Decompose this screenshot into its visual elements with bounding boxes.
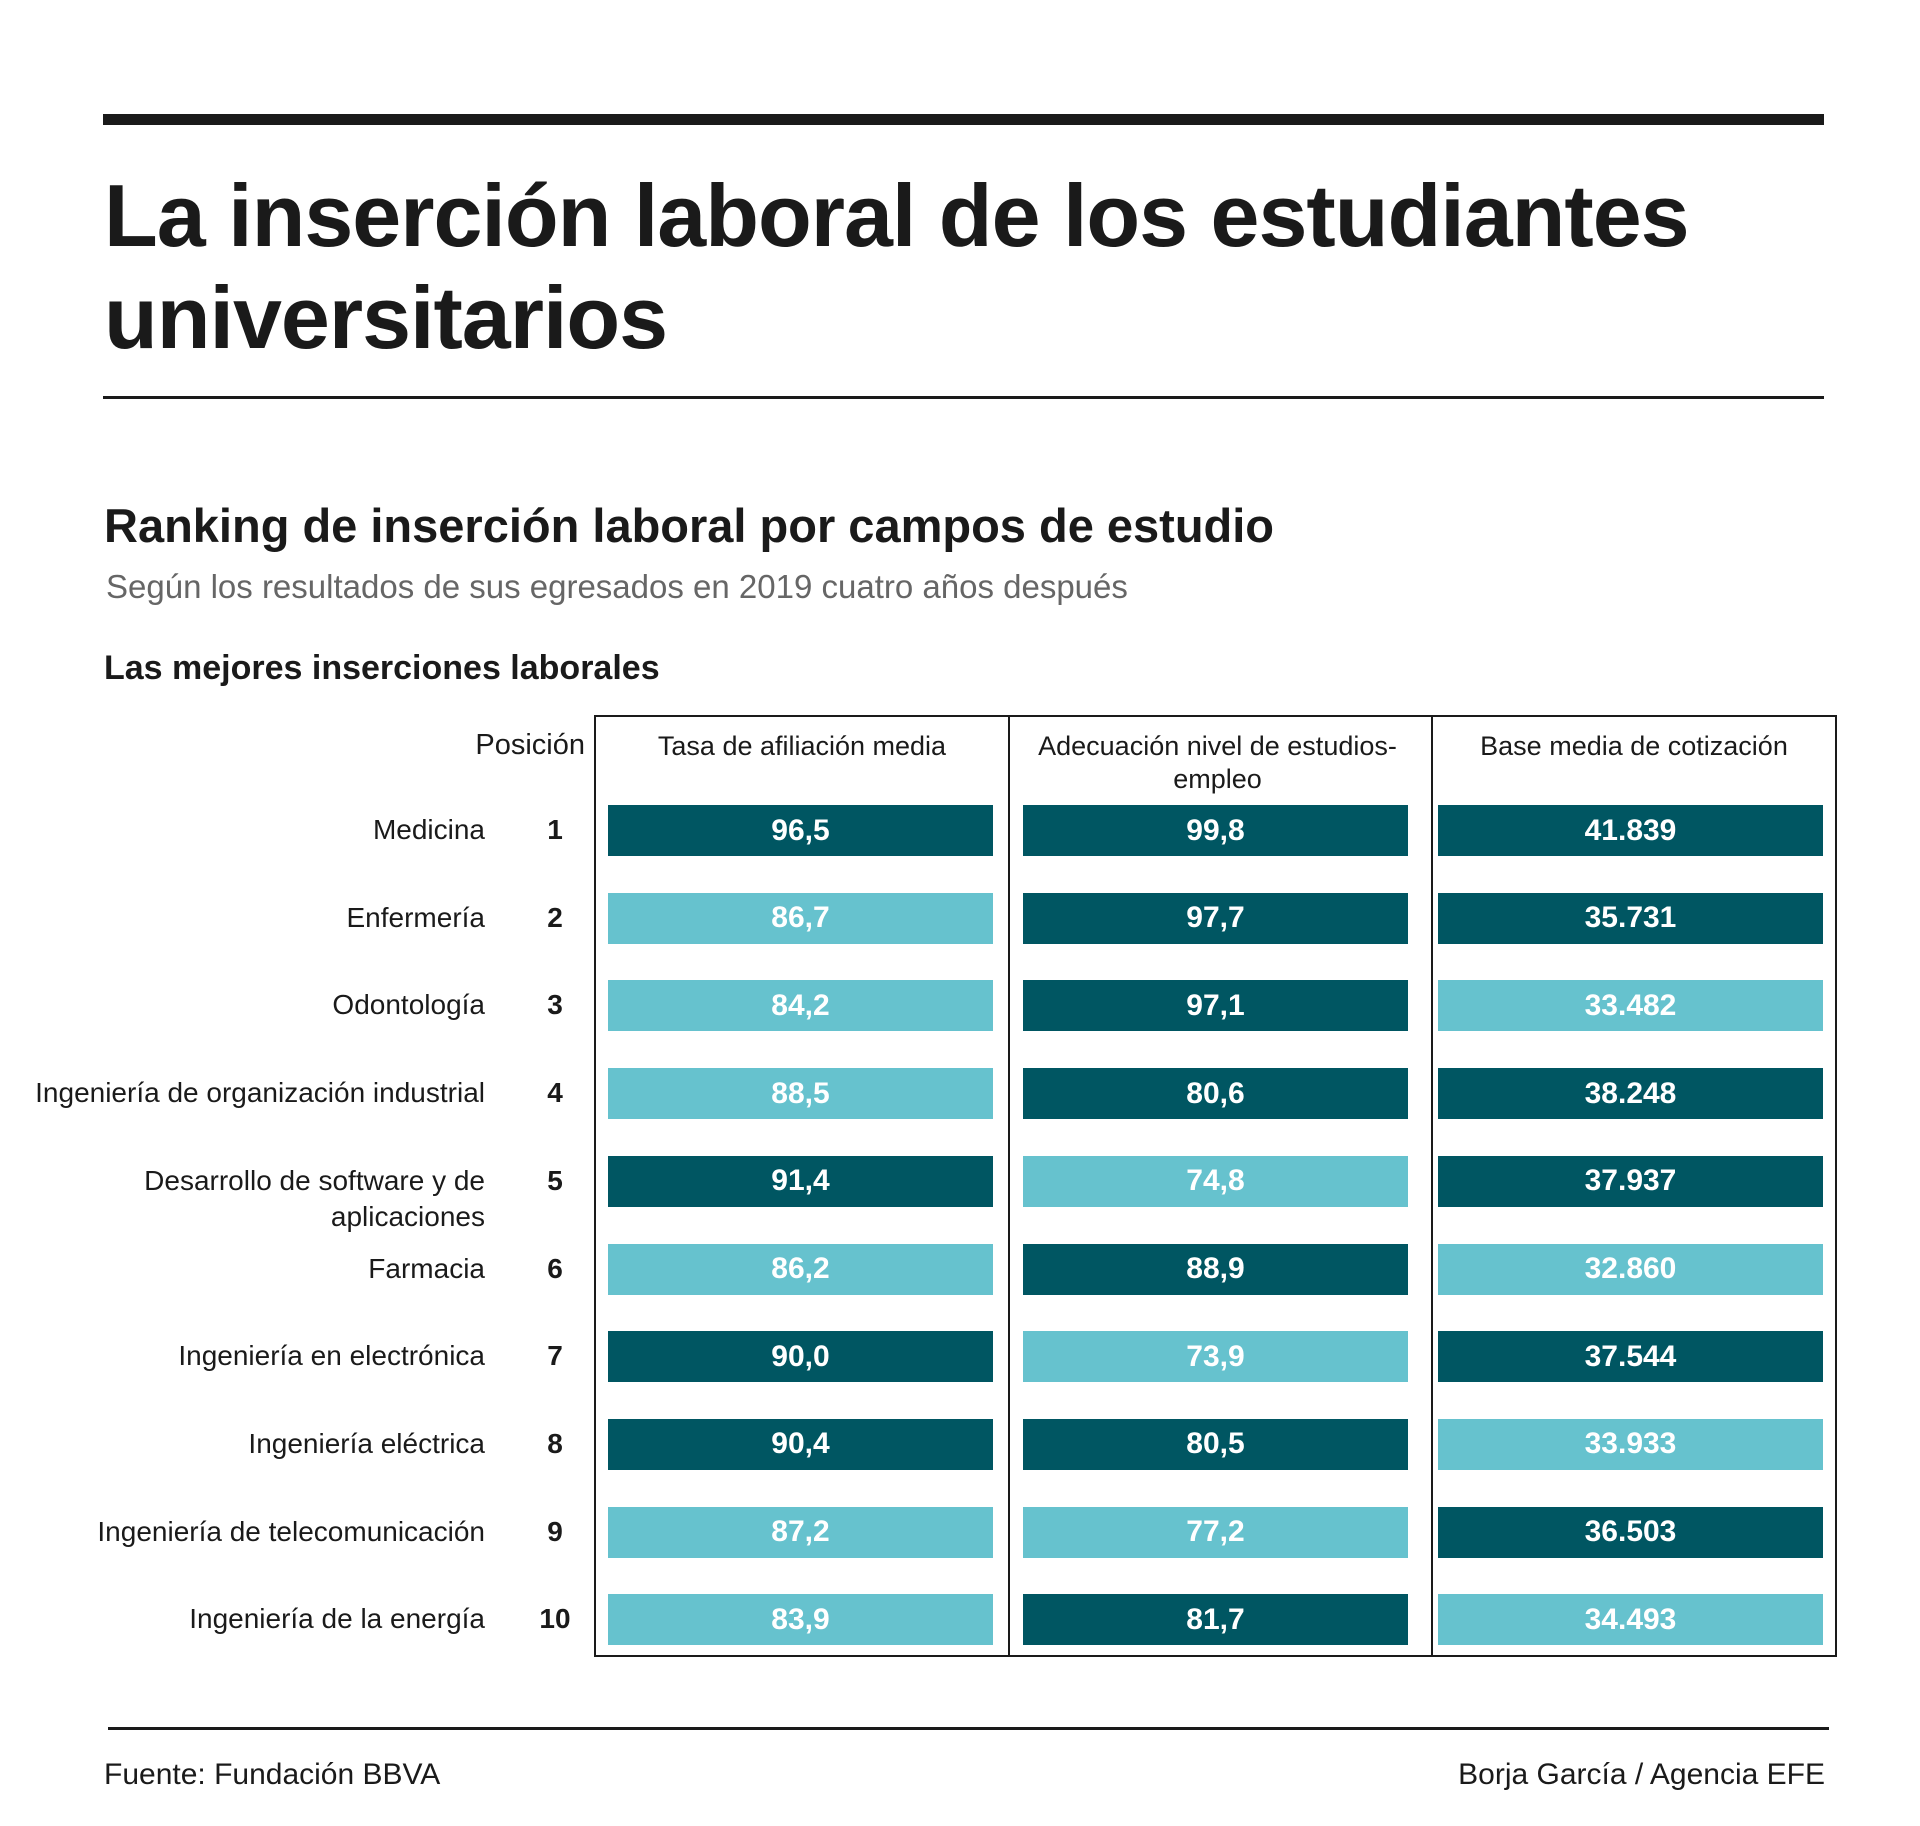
- chart-subtitle: Ranking de inserción laboral por campos …: [104, 499, 1275, 552]
- row-position: 9: [547, 1515, 563, 1547]
- row-label: Ingeniería de organización industrial: [35, 1077, 485, 1109]
- chart-dek: Según los resultados de sus egresados en…: [106, 568, 1128, 605]
- value-cell-afiliacion: 86,7: [608, 892, 993, 944]
- value-cell-afiliacion: 83,9: [608, 1594, 993, 1646]
- value-cell-afiliacion: 90,4: [608, 1418, 993, 1470]
- value-cell-adecuacion: 99,8: [1023, 805, 1408, 856]
- row-position: 4: [547, 1077, 563, 1109]
- row-label: Ingeniería de la energía: [189, 1603, 485, 1635]
- source-note: Fuente: Fundación BBVA: [104, 1758, 441, 1791]
- value-cell-afiliacion: 87,2: [608, 1506, 993, 1558]
- row-position: 3: [547, 989, 563, 1021]
- row-label: Enfermería: [346, 901, 486, 933]
- bottom-rule: [108, 1727, 1829, 1730]
- value-cell-cotizacion: 37.544: [1438, 1331, 1823, 1383]
- value-cell-cotizacion: 32.860: [1438, 1243, 1823, 1295]
- value-cell-cotizacion: 33.482: [1438, 980, 1823, 1032]
- value-cell-adecuacion: 80,5: [1023, 1418, 1408, 1470]
- value-cell-adecuacion: 81,7: [1023, 1594, 1408, 1646]
- table-frame: [594, 715, 1837, 1657]
- row-label: Desarrollo de software y de aplicaciones: [144, 1164, 485, 1232]
- row-label: Ingeniería eléctrica: [248, 1427, 485, 1459]
- author-credit: Borja García / Agencia EFE: [1458, 1758, 1825, 1791]
- value-cell-adecuacion: 80,6: [1023, 1068, 1408, 1120]
- value-cell-adecuacion: 73,9: [1023, 1331, 1408, 1383]
- value-cell-cotizacion: 35.731: [1438, 892, 1823, 944]
- row-label: Odontología: [332, 989, 485, 1021]
- value-cell-afiliacion: 96,5: [608, 805, 993, 856]
- row-label: Medicina: [372, 814, 485, 845]
- value-cell-afiliacion: 90,0: [608, 1331, 993, 1383]
- value-cell-afiliacion: 91,4: [608, 1155, 993, 1207]
- column-header-cotizacion: Base media de cotización: [1480, 731, 1788, 761]
- value-cell-cotizacion: 37.937: [1438, 1155, 1823, 1207]
- value-cell-adecuacion: 77,2: [1023, 1506, 1408, 1558]
- title-rule: [103, 396, 1824, 399]
- value-cell-afiliacion: 88,5: [608, 1068, 993, 1120]
- row-position: 1: [547, 814, 563, 845]
- position-header: Posición: [475, 729, 585, 761]
- value-cell-adecuacion: 74,8: [1023, 1155, 1408, 1207]
- value-cell-afiliacion: 86,2: [608, 1243, 993, 1295]
- row-position: 8: [547, 1427, 563, 1459]
- row-position: 5: [547, 1164, 563, 1196]
- row-position: 6: [547, 1252, 563, 1284]
- row-position: 2: [547, 901, 563, 933]
- page-title: La inserción laboral de los estudiantes …: [104, 166, 1690, 367]
- value-cell-adecuacion: 88,9: [1023, 1243, 1408, 1295]
- value-cell-adecuacion: 97,7: [1023, 892, 1408, 944]
- column-divider: [1431, 715, 1433, 1657]
- row-position: 7: [547, 1340, 563, 1372]
- value-cell-cotizacion: 34.493: [1438, 1594, 1823, 1646]
- row-position: 10: [539, 1603, 571, 1635]
- top-rule: [103, 114, 1824, 125]
- value-cell-cotizacion: 38.248: [1438, 1068, 1823, 1120]
- value-cell-afiliacion: 84,2: [608, 980, 993, 1032]
- section-title: Las mejores inserciones laborales: [104, 649, 660, 687]
- row-label: Ingeniería de telecomunicación: [97, 1515, 485, 1547]
- row-label: Ingeniería en electrónica: [178, 1340, 485, 1372]
- column-header-afiliacion: Tasa de afiliación media: [657, 731, 947, 761]
- column-header-adecuacion: Adecuación nivel de estudios-empleo: [1038, 731, 1397, 794]
- value-cell-adecuacion: 97,1: [1023, 980, 1408, 1032]
- value-cell-cotizacion: 36.503: [1438, 1506, 1823, 1558]
- row-label: Farmacia: [368, 1252, 485, 1284]
- column-divider: [1008, 715, 1010, 1657]
- value-cell-cotizacion: 41.839: [1438, 805, 1823, 856]
- value-cell-cotizacion: 33.933: [1438, 1418, 1823, 1470]
